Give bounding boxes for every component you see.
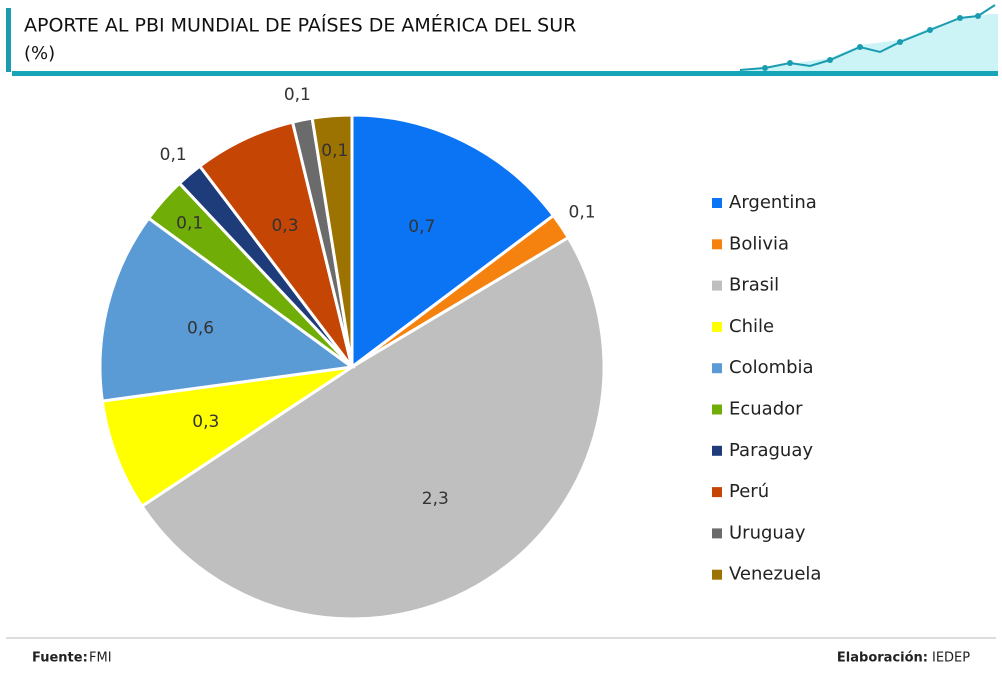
data-label: 0,1	[160, 145, 187, 165]
source: FMI	[89, 651, 112, 666]
legend: Argentina Bolivia Brasil Chile Colombia Ecuad…	[712, 192, 821, 585]
credit-label: Elaboración:	[837, 651, 928, 666]
chart-title: APORTE AL PBI MUNDIAL DE PAÍSES DE AMÉRI…	[24, 14, 576, 37]
legend-swatch	[712, 404, 722, 415]
legend-swatch	[712, 363, 722, 374]
data-label: 0,3	[192, 412, 219, 432]
chart-subtitle: (%)	[24, 43, 55, 64]
legend-label: Argentina	[729, 192, 817, 213]
legend-label: Colombia	[729, 357, 814, 378]
legend-label: Perú	[729, 481, 769, 502]
legend-label: Uruguay	[729, 522, 806, 543]
title-accent	[6, 8, 11, 72]
legend-swatch	[712, 239, 722, 250]
legend-swatch	[712, 198, 722, 208]
legend-label: Chile	[729, 316, 774, 337]
legend-label: Paraguay	[729, 440, 813, 461]
credit: IEDEP	[932, 651, 970, 666]
source-label: Fuente:	[32, 651, 88, 666]
data-label: 0,1	[321, 141, 348, 161]
pie-slice	[350, 113, 556, 371]
data-label: 0,1	[284, 85, 311, 105]
header-decoration	[12, 4, 998, 76]
data-label: 0,3	[271, 216, 298, 236]
legend-swatch	[712, 487, 722, 498]
pie-slice	[100, 365, 353, 509]
data-label: 0,1	[569, 202, 596, 222]
legend-swatch	[712, 280, 722, 291]
data-label: 0,1	[176, 213, 203, 233]
pie-slice	[98, 216, 356, 403]
pie: 0,7 0,1 2,3 0,3 0,6 0,1 0,1 0,3 0,1 0,1	[98, 85, 606, 621]
legend-label: Brasil	[729, 275, 779, 296]
data-label: 0,6	[187, 319, 214, 339]
legend-swatch	[712, 569, 722, 580]
legend-label: Ecuador	[729, 399, 803, 420]
legend-label: Bolivia	[729, 233, 789, 254]
legend-label: Venezuela	[729, 564, 821, 585]
pie-slice	[310, 113, 354, 368]
legend-swatch	[712, 321, 722, 332]
pie-slice	[139, 235, 606, 621]
legend-swatch	[712, 528, 722, 539]
data-label: 0,7	[408, 217, 435, 237]
data-label: 2,3	[422, 489, 449, 509]
legend-swatch	[712, 445, 722, 456]
